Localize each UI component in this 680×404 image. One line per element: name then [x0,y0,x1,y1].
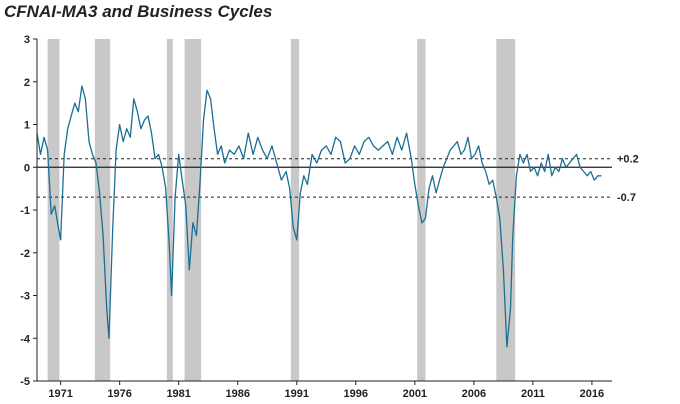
recession-band-2 [166,39,173,381]
recession-band-5 [417,39,426,381]
recession-bands [47,39,516,381]
chart-title: CFNAI-MA3 and Business Cycles [4,2,273,21]
x-tick-label-7: 2006 [462,388,486,400]
x-tick-label-0: 1971 [48,388,72,400]
y-tick-label-8: -5 [20,376,30,388]
y-tick-label-7: -4 [20,333,31,345]
x-tick-label-1: 1976 [107,388,131,400]
reference-line-label-2: -0.7 [617,192,636,204]
y-tick-label-4: -1 [20,205,30,217]
x-tick-label-6: 2001 [403,388,427,400]
x-tick-label-2: 1981 [166,388,190,400]
reference-line-label-0: +0.2 [617,154,639,166]
series-line-cfnai-ma3 [36,85,602,348]
x-tick-label-5: 1996 [344,388,368,400]
y-tick-labels: 3 2 1 0 -1 -2 -3 -4 -5 [20,34,37,388]
x-tick-label-9: 2016 [580,388,604,400]
x-tick-labels: 1971 1976 1981 1986 1991 1996 2001 2006 2011 2016 [48,381,604,400]
recession-band-3 [184,39,202,381]
y-tick-label-2: 1 [24,120,30,132]
x-tick-label-3: 1986 [225,388,249,400]
axes [36,39,612,382]
recession-band-4 [290,39,300,381]
reference-lines [37,158,612,198]
y-tick-label-6: -3 [20,291,30,303]
y-tick-label-1: 2 [24,77,30,89]
y-tick-label-0: 3 [24,34,30,46]
x-tick-label-8: 2011 [521,388,545,400]
y-tick-label-3: 0 [24,162,30,174]
x-tick-label-4: 1991 [285,388,309,400]
reference-line-labels: +0.2 -0.7 [617,154,639,204]
y-tick-label-5: -2 [20,248,30,260]
